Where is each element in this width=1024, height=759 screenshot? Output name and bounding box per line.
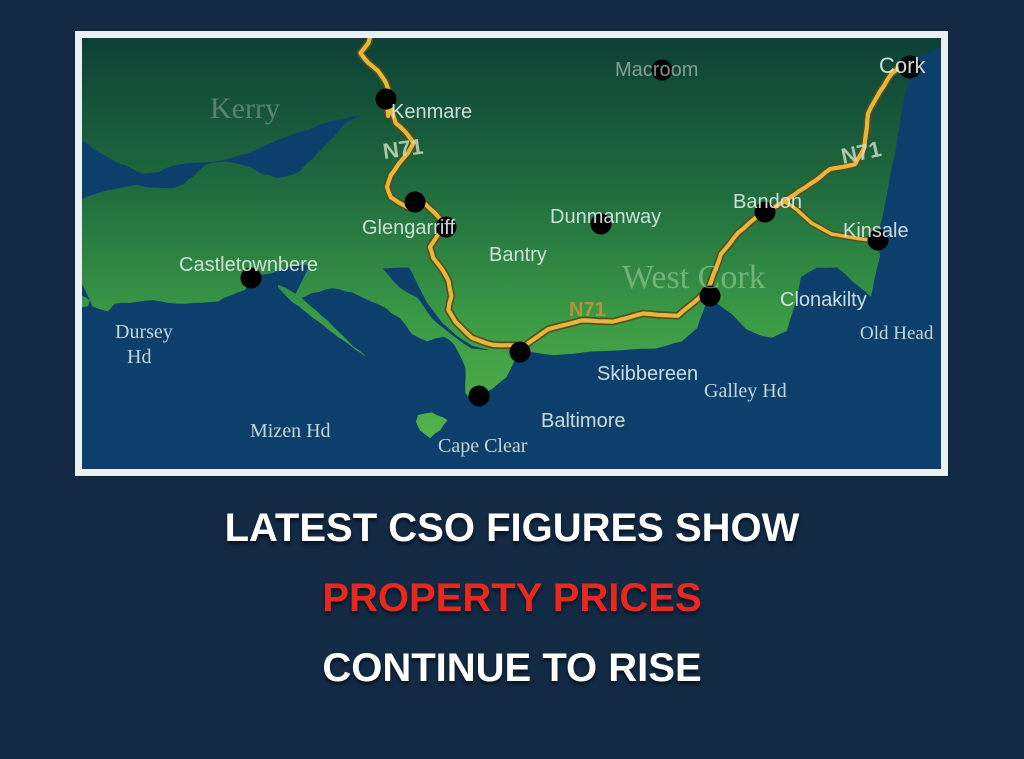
svg-text:Mizen Hd: Mizen Hd [250, 420, 331, 442]
svg-text:Baltimore: Baltimore [541, 410, 625, 432]
svg-text:Kerry: Kerry [210, 92, 280, 125]
svg-text:Old Head: Old Head [860, 323, 934, 344]
svg-text:Kenmare: Kenmare [391, 101, 472, 123]
svg-text:Bantry: Bantry [489, 244, 547, 266]
svg-text:Galley Hd: Galley Hd [704, 380, 787, 402]
svg-text:Bandon: Bandon [733, 191, 802, 213]
svg-text:N71: N71 [569, 299, 606, 321]
svg-text:West Cork: West Cork [622, 259, 766, 296]
svg-text:Castletownbere: Castletownbere [179, 254, 318, 276]
svg-text:Hd: Hd [127, 346, 151, 368]
svg-text:Glengarriff: Glengarriff [362, 217, 455, 239]
svg-text:Dunmanway: Dunmanway [550, 206, 661, 228]
svg-text:Clonakilty: Clonakilty [780, 289, 867, 311]
svg-text:Cape Clear: Cape Clear [438, 435, 528, 457]
svg-text:Dursey: Dursey [115, 321, 173, 343]
svg-text:Macroom: Macroom [615, 59, 698, 81]
svg-text:Cork: Cork [879, 53, 926, 78]
svg-text:Kinsale: Kinsale [843, 220, 909, 242]
svg-text:Skibbereen: Skibbereen [597, 363, 698, 385]
